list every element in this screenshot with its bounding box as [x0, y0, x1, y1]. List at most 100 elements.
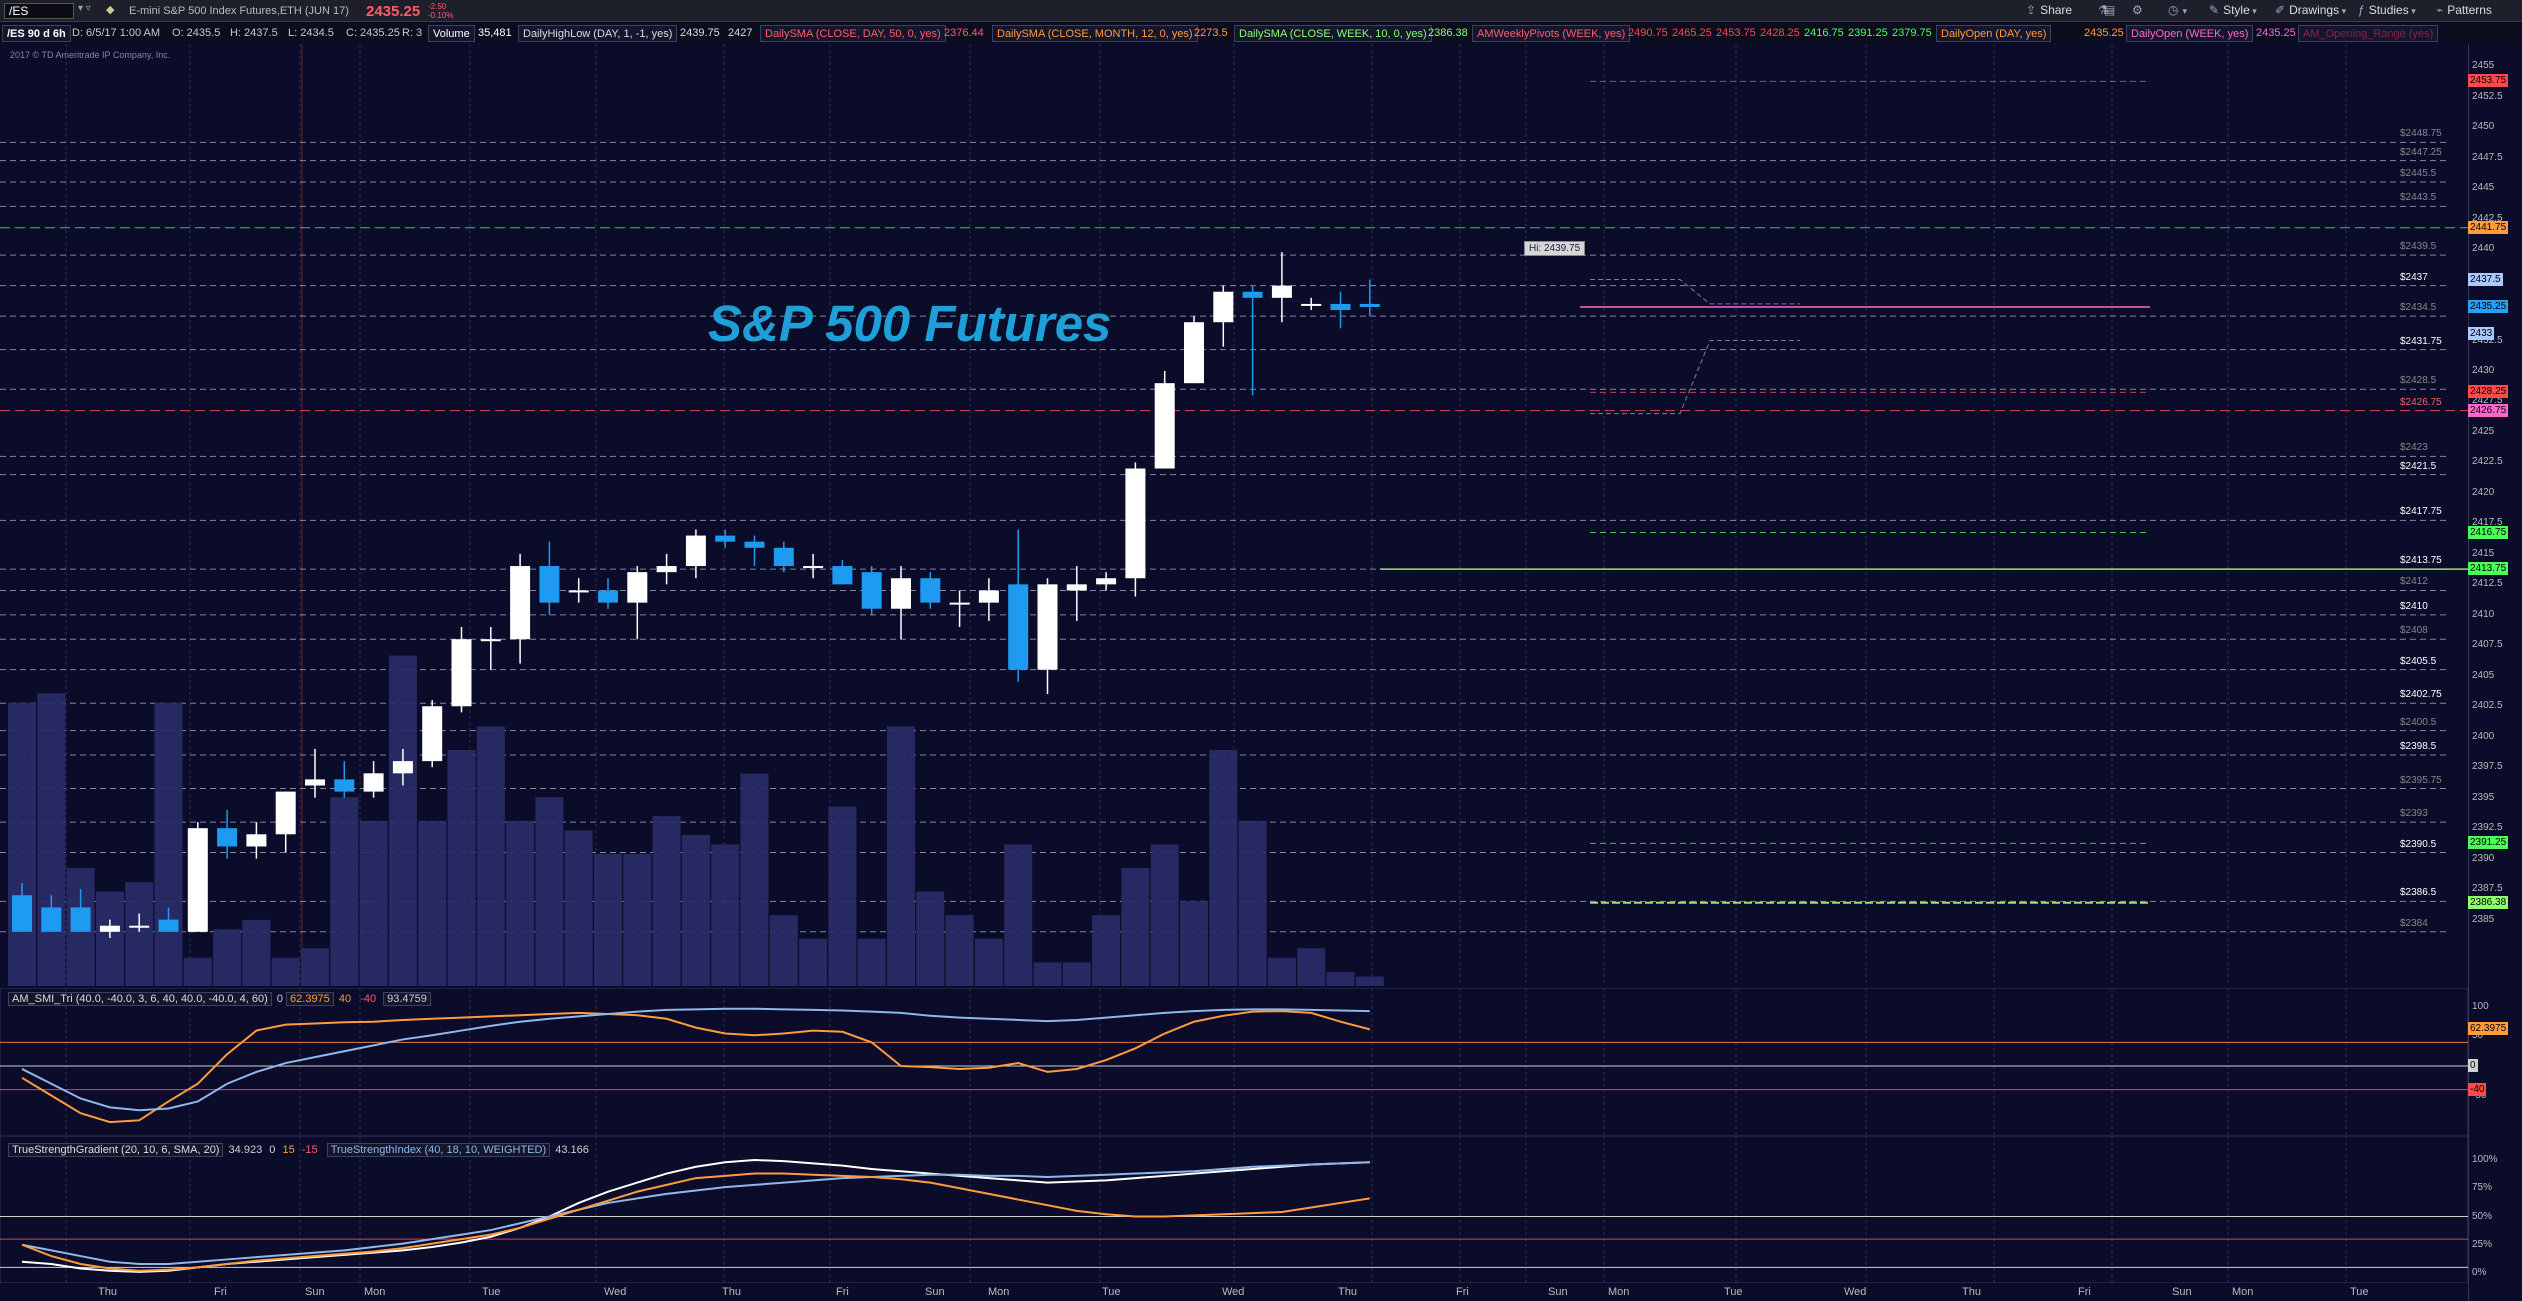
candle-body-18: [539, 566, 560, 603]
level-label-2: $2445.5: [2400, 168, 2437, 179]
study-opening-range[interactable]: AM_Opening_Range (yes): [2298, 25, 2439, 42]
smi-series-1: [21, 1007, 1370, 1112]
time-label-14: Sun: [1548, 1286, 1568, 1298]
smi-value-2: 40: [338, 993, 352, 1005]
candle-body-40: [1184, 322, 1204, 384]
volume-bar-1: [37, 693, 66, 986]
volume-bar-6: [183, 957, 212, 986]
price-tick-2: 2450: [2472, 121, 2495, 133]
price-tick-17: 2412.5: [2472, 578, 2503, 590]
volume-bar-34: [1004, 844, 1033, 986]
tsg-study-label[interactable]: TrueStrengthGradient (20, 10, 6, SMA, 20…: [8, 1143, 224, 1157]
price-tick-25: 2392.5: [2472, 822, 2503, 834]
high-bubble: Hi: 2439.75: [1524, 241, 1586, 256]
style-button[interactable]: ✎ Style ▾: [2209, 3, 2257, 17]
template-icon: ▤: [2104, 3, 2116, 17]
time-label-3: Mon: [364, 1286, 386, 1298]
smi-panel[interactable]: [0, 988, 2468, 1136]
volume-bar-37: [1092, 915, 1121, 986]
price-pill-4: 2433: [2468, 327, 2495, 341]
candle-body-25: [744, 541, 765, 548]
tsg-panel[interactable]: [0, 1136, 2468, 1283]
volume-bar-11: [330, 797, 359, 986]
ohlc-open: O: 2435.5: [172, 27, 221, 39]
study-daily-sma-month[interactable]: DailySMA (CLOSE, MONTH, 12, 0, yes): [992, 25, 1198, 42]
settings-button[interactable]: ⚙: [2132, 3, 2147, 17]
candle-body-38: [1125, 468, 1146, 579]
price-tick-11: 2427.5: [2472, 395, 2503, 407]
time-label-20: Sun: [2172, 1286, 2192, 1298]
time-axis[interactable]: Thu Fri Sun Mon Tue Wed Thu Fri Sun Mon Tue Wed Thu F…: [0, 1283, 2468, 1301]
price-tick-5: 2442.5: [2472, 212, 2503, 224]
tsi-study-label[interactable]: TrueStrengthIndex (40, 18, 10, WEIGHTED): [326, 1143, 551, 1157]
tsg-tick-1: 75%: [2472, 1182, 2493, 1194]
studies-button[interactable]: ƒ Studies ▾: [2358, 3, 2416, 17]
study-daily-high-low[interactable]: DailyHighLow (DAY, 1, -1, yes): [518, 25, 678, 42]
price-chart[interactable]: [0, 44, 2468, 986]
smi-pill-0: 62.3975: [2468, 1022, 2509, 1036]
symbol-dropdown-icon[interactable]: ▾ ▿: [78, 3, 91, 14]
grid-button[interactable]: ▤: [2104, 3, 2119, 17]
level-label-21: $2395.75: [2400, 774, 2442, 786]
share-button[interactable]: ⇪ Share: [2026, 3, 2073, 17]
drawings-button[interactable]: ✐ Drawings ▾: [2275, 3, 2347, 17]
volume-bar-25: [740, 773, 769, 986]
volume-bar-9: [271, 957, 300, 986]
candle-body-30: [891, 578, 911, 609]
candle-body-28: [832, 566, 853, 585]
symbol-input[interactable]: [4, 3, 74, 19]
tsi-value: 43.166: [555, 1144, 589, 1156]
level-label-23: $2390.5: [2400, 838, 2437, 850]
study-daily-sma-month-value: 2273.5: [1194, 27, 1228, 39]
timeframe-button[interactable]: /ES 90 d 6h: [2, 25, 71, 42]
price-tick-27: 2387.5: [2472, 883, 2503, 895]
time-label-7: Fri: [836, 1286, 849, 1298]
volume-bar-43: [1267, 957, 1296, 986]
smi-value-3: -40: [360, 993, 377, 1005]
level-label-3: $2443.5: [2400, 192, 2437, 204]
volume-bar-7: [213, 929, 242, 986]
favorite-icon[interactable]: ◆: [106, 4, 115, 16]
candle-body-13: [392, 761, 413, 774]
time-label-11: Wed: [1222, 1286, 1245, 1298]
candle-body-24: [715, 535, 736, 542]
study-daily-sma-week[interactable]: DailySMA (CLOSE, WEEK, 10, 0, yes): [1234, 25, 1432, 42]
share-icon: ⇪: [2026, 3, 2037, 17]
study-header-row: /ES 90 d 6h D: 6/5/17 1:00 AM O: 2435.5 …: [0, 23, 2522, 44]
level-label-7: $2431.75: [2400, 335, 2442, 347]
price-pill-7: 2416.75: [2468, 525, 2509, 539]
pivot-s2: 2391.25: [1848, 27, 1888, 39]
volume-bar-10: [301, 948, 329, 986]
volume-bar-22: [652, 816, 681, 986]
volume-bar-38: [1121, 868, 1150, 986]
price-tick-18: 2410: [2472, 608, 2495, 620]
flask-button[interactable]: ⚗: [2098, 3, 2113, 17]
level-label-6: $2434.5: [2400, 302, 2437, 314]
price-tick-22: 2400: [2472, 730, 2495, 742]
ohlc-date: D: 6/5/17 1:00 AM: [72, 27, 161, 39]
candle-body-23: [685, 535, 706, 567]
study-daily-sma-50[interactable]: DailySMA (CLOSE, DAY, 50, 0, yes): [760, 25, 946, 42]
candle-body-12: [363, 773, 384, 792]
candle-body-2: [70, 907, 91, 932]
smi-study-label[interactable]: AM_SMI_Tri (40.0, -40.0, 3, 6, 40, 40.0,…: [8, 992, 272, 1006]
candle-body-11: [334, 779, 355, 792]
study-daily-open-day[interactable]: DailyOpen (DAY, yes): [1936, 25, 2052, 42]
candle-body-15: [451, 639, 472, 707]
level-label-14: $2412: [2400, 576, 2428, 588]
price-tick-21: 2402.5: [2472, 700, 2503, 712]
time-label-12: Thu: [1338, 1286, 1357, 1298]
study-weekly-pivots[interactable]: AMWeeklyPivots (WEEK, yes): [1472, 25, 1631, 42]
candle-body-34: [1008, 584, 1029, 670]
pivot-pp: 2428.25: [1760, 27, 1800, 39]
level-label-24: $2386.5: [2400, 887, 2437, 899]
price-pill-6: 2426.75: [2468, 403, 2509, 417]
candle-body-14: [422, 706, 443, 762]
study-volume[interactable]: Volume: [428, 25, 475, 42]
volume-bar-27: [799, 938, 828, 986]
study-daily-open-week[interactable]: DailyOpen (WEEK, yes): [2126, 25, 2254, 42]
level-label-8: $2428.5: [2400, 375, 2437, 387]
clock-button[interactable]: ◷ ▾: [2168, 3, 2188, 17]
patterns-button[interactable]: ⌁ Patterns: [2436, 3, 2492, 17]
